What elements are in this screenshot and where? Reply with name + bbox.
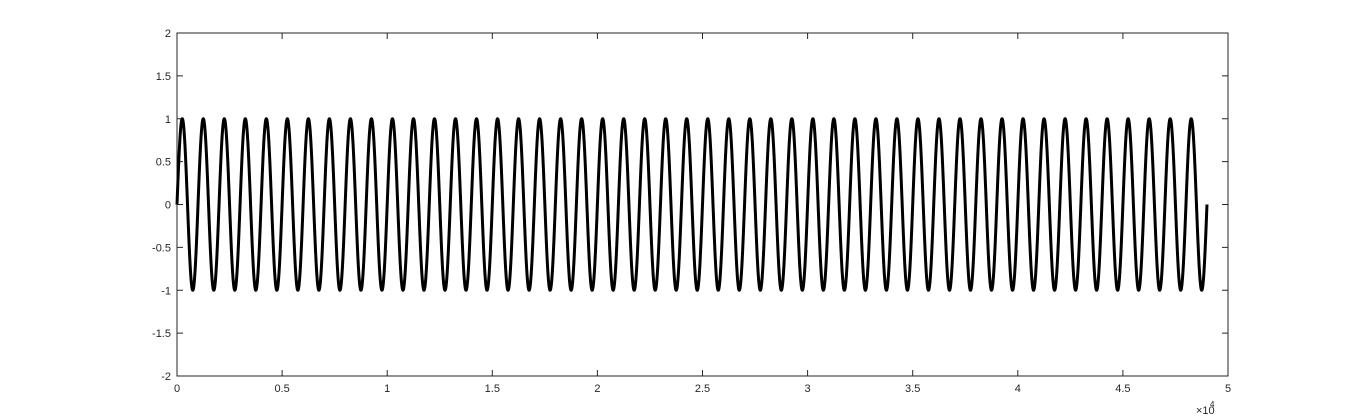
y-tick-label: 0 <box>165 200 171 212</box>
x-tick-label: 5 <box>1225 383 1231 395</box>
y-axis-ticks <box>177 32 1228 377</box>
x-tick-label: 0 <box>174 383 180 395</box>
y-tick-label: 0.5 <box>156 157 171 169</box>
x-axis-exponent-power: 4 <box>1210 400 1215 409</box>
x-tick-label: 1 <box>384 383 390 395</box>
y-tick-label: 2 <box>165 28 171 40</box>
x-axis-tick-labels: 0 0.5 1 1.5 2 2.5 3 3.5 4 4.5 5 <box>174 383 1231 395</box>
y-axis-tick-labels: 2 1.5 1 0.5 0 -0.5 -1 -1.5 -2 <box>152 28 171 383</box>
x-axis-ticks <box>176 33 1229 376</box>
y-tick-label: 1.5 <box>156 71 171 83</box>
x-tick-label: 4 <box>1015 383 1021 395</box>
y-tick-label: -0.5 <box>152 242 171 254</box>
x-axis-exponent-base: ×10 <box>1196 405 1215 417</box>
y-tick-label: 1 <box>165 114 171 126</box>
x-tick-label: 0.5 <box>274 383 289 395</box>
x-tick-label: 3 <box>805 383 811 395</box>
x-tick-label: 4.5 <box>1115 383 1130 395</box>
x-tick-label: 2 <box>594 383 600 395</box>
x-tick-label: 3.5 <box>905 383 920 395</box>
y-tick-label: -2 <box>161 371 171 383</box>
y-tick-label: -1 <box>161 285 171 297</box>
series-line-sine <box>175 117 1209 292</box>
y-tick-label: -1.5 <box>152 328 171 340</box>
x-tick-label: 2.5 <box>695 383 710 395</box>
x-tick-label: 1.5 <box>485 383 500 395</box>
